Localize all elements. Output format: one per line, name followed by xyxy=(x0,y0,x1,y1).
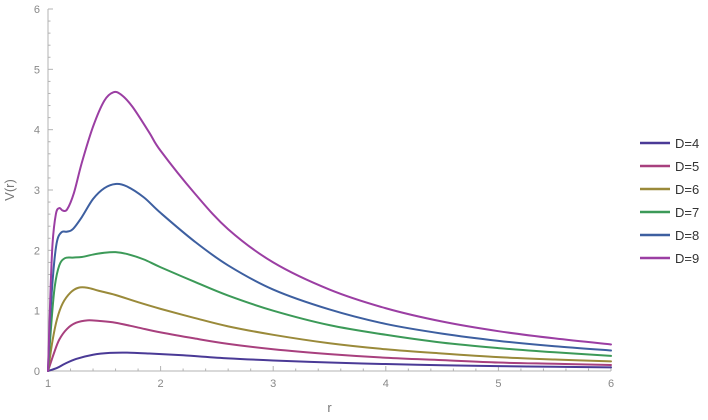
legend-label-d-9: D=9 xyxy=(675,251,699,266)
y-axis-title: V(r) xyxy=(2,179,17,201)
y-tick-label: 5 xyxy=(34,64,40,76)
series-line-d-9 xyxy=(47,90,612,372)
legend-label-d-5: D=5 xyxy=(675,159,699,174)
x-axis-title: r xyxy=(327,400,332,415)
x-tick-label: 4 xyxy=(383,378,389,390)
legend-label-d-6: D=6 xyxy=(675,182,699,197)
legend-label-d-7: D=7 xyxy=(675,205,699,220)
y-tick-label: 2 xyxy=(34,245,40,257)
series-line-d-4 xyxy=(47,351,612,372)
y-tick-label: 4 xyxy=(34,125,40,137)
legend: D=4 D=5 D=6 D=7 D=8 D=9 xyxy=(640,136,699,266)
legend-label-d-4: D=4 xyxy=(675,136,699,151)
y-tick-label: 6 xyxy=(34,4,40,16)
series-line-d-6 xyxy=(47,286,612,372)
x-tick-label: 3 xyxy=(270,378,276,390)
x-tick-label: 5 xyxy=(495,378,501,390)
x-tick-label: 2 xyxy=(158,378,164,390)
y-tick-label: 3 xyxy=(34,185,40,197)
x-tick-label: 6 xyxy=(608,378,614,390)
legend-label-d-8: D=8 xyxy=(675,228,699,243)
plot-area xyxy=(47,90,612,372)
y-tick-label: 1 xyxy=(34,306,40,318)
series-line-d-8 xyxy=(47,182,612,372)
y-tick-label: 0 xyxy=(34,366,40,378)
series-line-d-5 xyxy=(47,319,612,372)
x-tick-label: 1 xyxy=(45,378,51,390)
series-line-d-7 xyxy=(47,251,612,372)
